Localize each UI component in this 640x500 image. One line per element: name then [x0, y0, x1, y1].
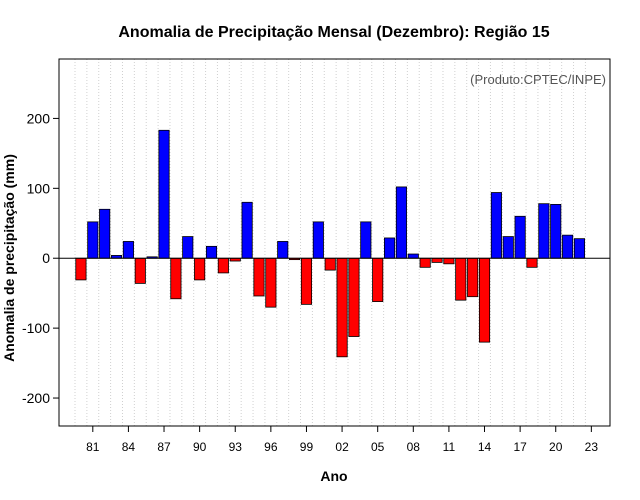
x-tick-label: 11 [443, 440, 456, 454]
bar-1982 [99, 208, 111, 259]
product-credit: (Produto:CPTEC/INPE) [470, 72, 606, 87]
bar-2015 [490, 192, 502, 259]
bar-2006 [384, 237, 396, 259]
bar-1995 [253, 257, 265, 297]
x-tick-label: 08 [407, 440, 421, 454]
bar-2014 [478, 257, 491, 343]
x-tick-label: 87 [157, 440, 171, 454]
bar-1987 [158, 129, 170, 259]
bar-2022 [573, 238, 586, 259]
bar-2002 [336, 257, 348, 358]
bar-2016 [502, 236, 514, 259]
bar-1984 [122, 241, 134, 259]
bar-2010 [431, 257, 443, 263]
y-tick-label: -200 [22, 390, 50, 406]
x-tick-label: 99 [300, 440, 314, 454]
y-tick-label: 100 [27, 180, 51, 196]
bar-2019 [538, 203, 550, 259]
bar-1991 [205, 245, 218, 259]
bar-1980 [75, 257, 87, 281]
x-tick-label: 05 [371, 440, 385, 454]
x-tick-label: 23 [585, 440, 599, 454]
bars [75, 129, 586, 358]
bar-2017 [514, 215, 526, 259]
bar-2009 [419, 257, 431, 268]
plot-frame [58, 58, 611, 427]
bar-2004 [360, 221, 372, 259]
bar-1992 [217, 257, 229, 274]
bar-2008 [407, 253, 419, 259]
bar-2012 [455, 257, 467, 301]
bar-2018 [526, 257, 538, 268]
bar-1996 [265, 257, 277, 308]
y-axis-label: Anomalia de precipitação (mm) [1, 154, 17, 362]
bar-1985 [134, 257, 146, 284]
bar-2001 [324, 257, 336, 271]
grid [74, 59, 586, 426]
chart-title: Anomalia de Precipitação Mensal (Dezembr… [118, 24, 549, 41]
y-tick-label: -100 [22, 320, 50, 336]
y-tick-label: 200 [27, 110, 51, 126]
y-axis: -200 -100 0 100 200 [22, 110, 59, 406]
y-tick-label: 0 [42, 250, 50, 266]
bar-2021 [562, 234, 574, 259]
bar-1990 [194, 257, 206, 281]
x-axis: 81 84 87 90 93 96 99 02 05 08 11 14 17 20 23 [86, 426, 598, 454]
bar-2011 [443, 257, 455, 265]
bar-1999 [300, 257, 313, 305]
bar-1989 [182, 236, 194, 259]
x-tick-label: 96 [264, 440, 278, 454]
x-tick-label: 93 [229, 440, 243, 454]
bar-2020 [550, 203, 562, 259]
x-tick-label: 17 [513, 440, 527, 454]
bar-2007 [395, 186, 407, 259]
x-tick-label: 02 [335, 440, 349, 454]
bar-2013 [467, 257, 479, 298]
x-axis-label: Ano [320, 468, 347, 484]
bar-1988 [170, 257, 182, 300]
x-tick-label: 14 [478, 440, 492, 454]
x-tick-label: 90 [193, 440, 207, 454]
bar-1994 [241, 201, 253, 259]
bar-2003 [348, 257, 360, 337]
bar-1981 [87, 221, 99, 259]
x-tick-label: 20 [549, 440, 563, 454]
bar-2005 [372, 257, 384, 302]
bar-2000 [312, 221, 324, 259]
x-tick-label: 84 [122, 440, 136, 454]
bar-1997 [277, 241, 289, 259]
x-tick-label: 81 [86, 440, 100, 454]
